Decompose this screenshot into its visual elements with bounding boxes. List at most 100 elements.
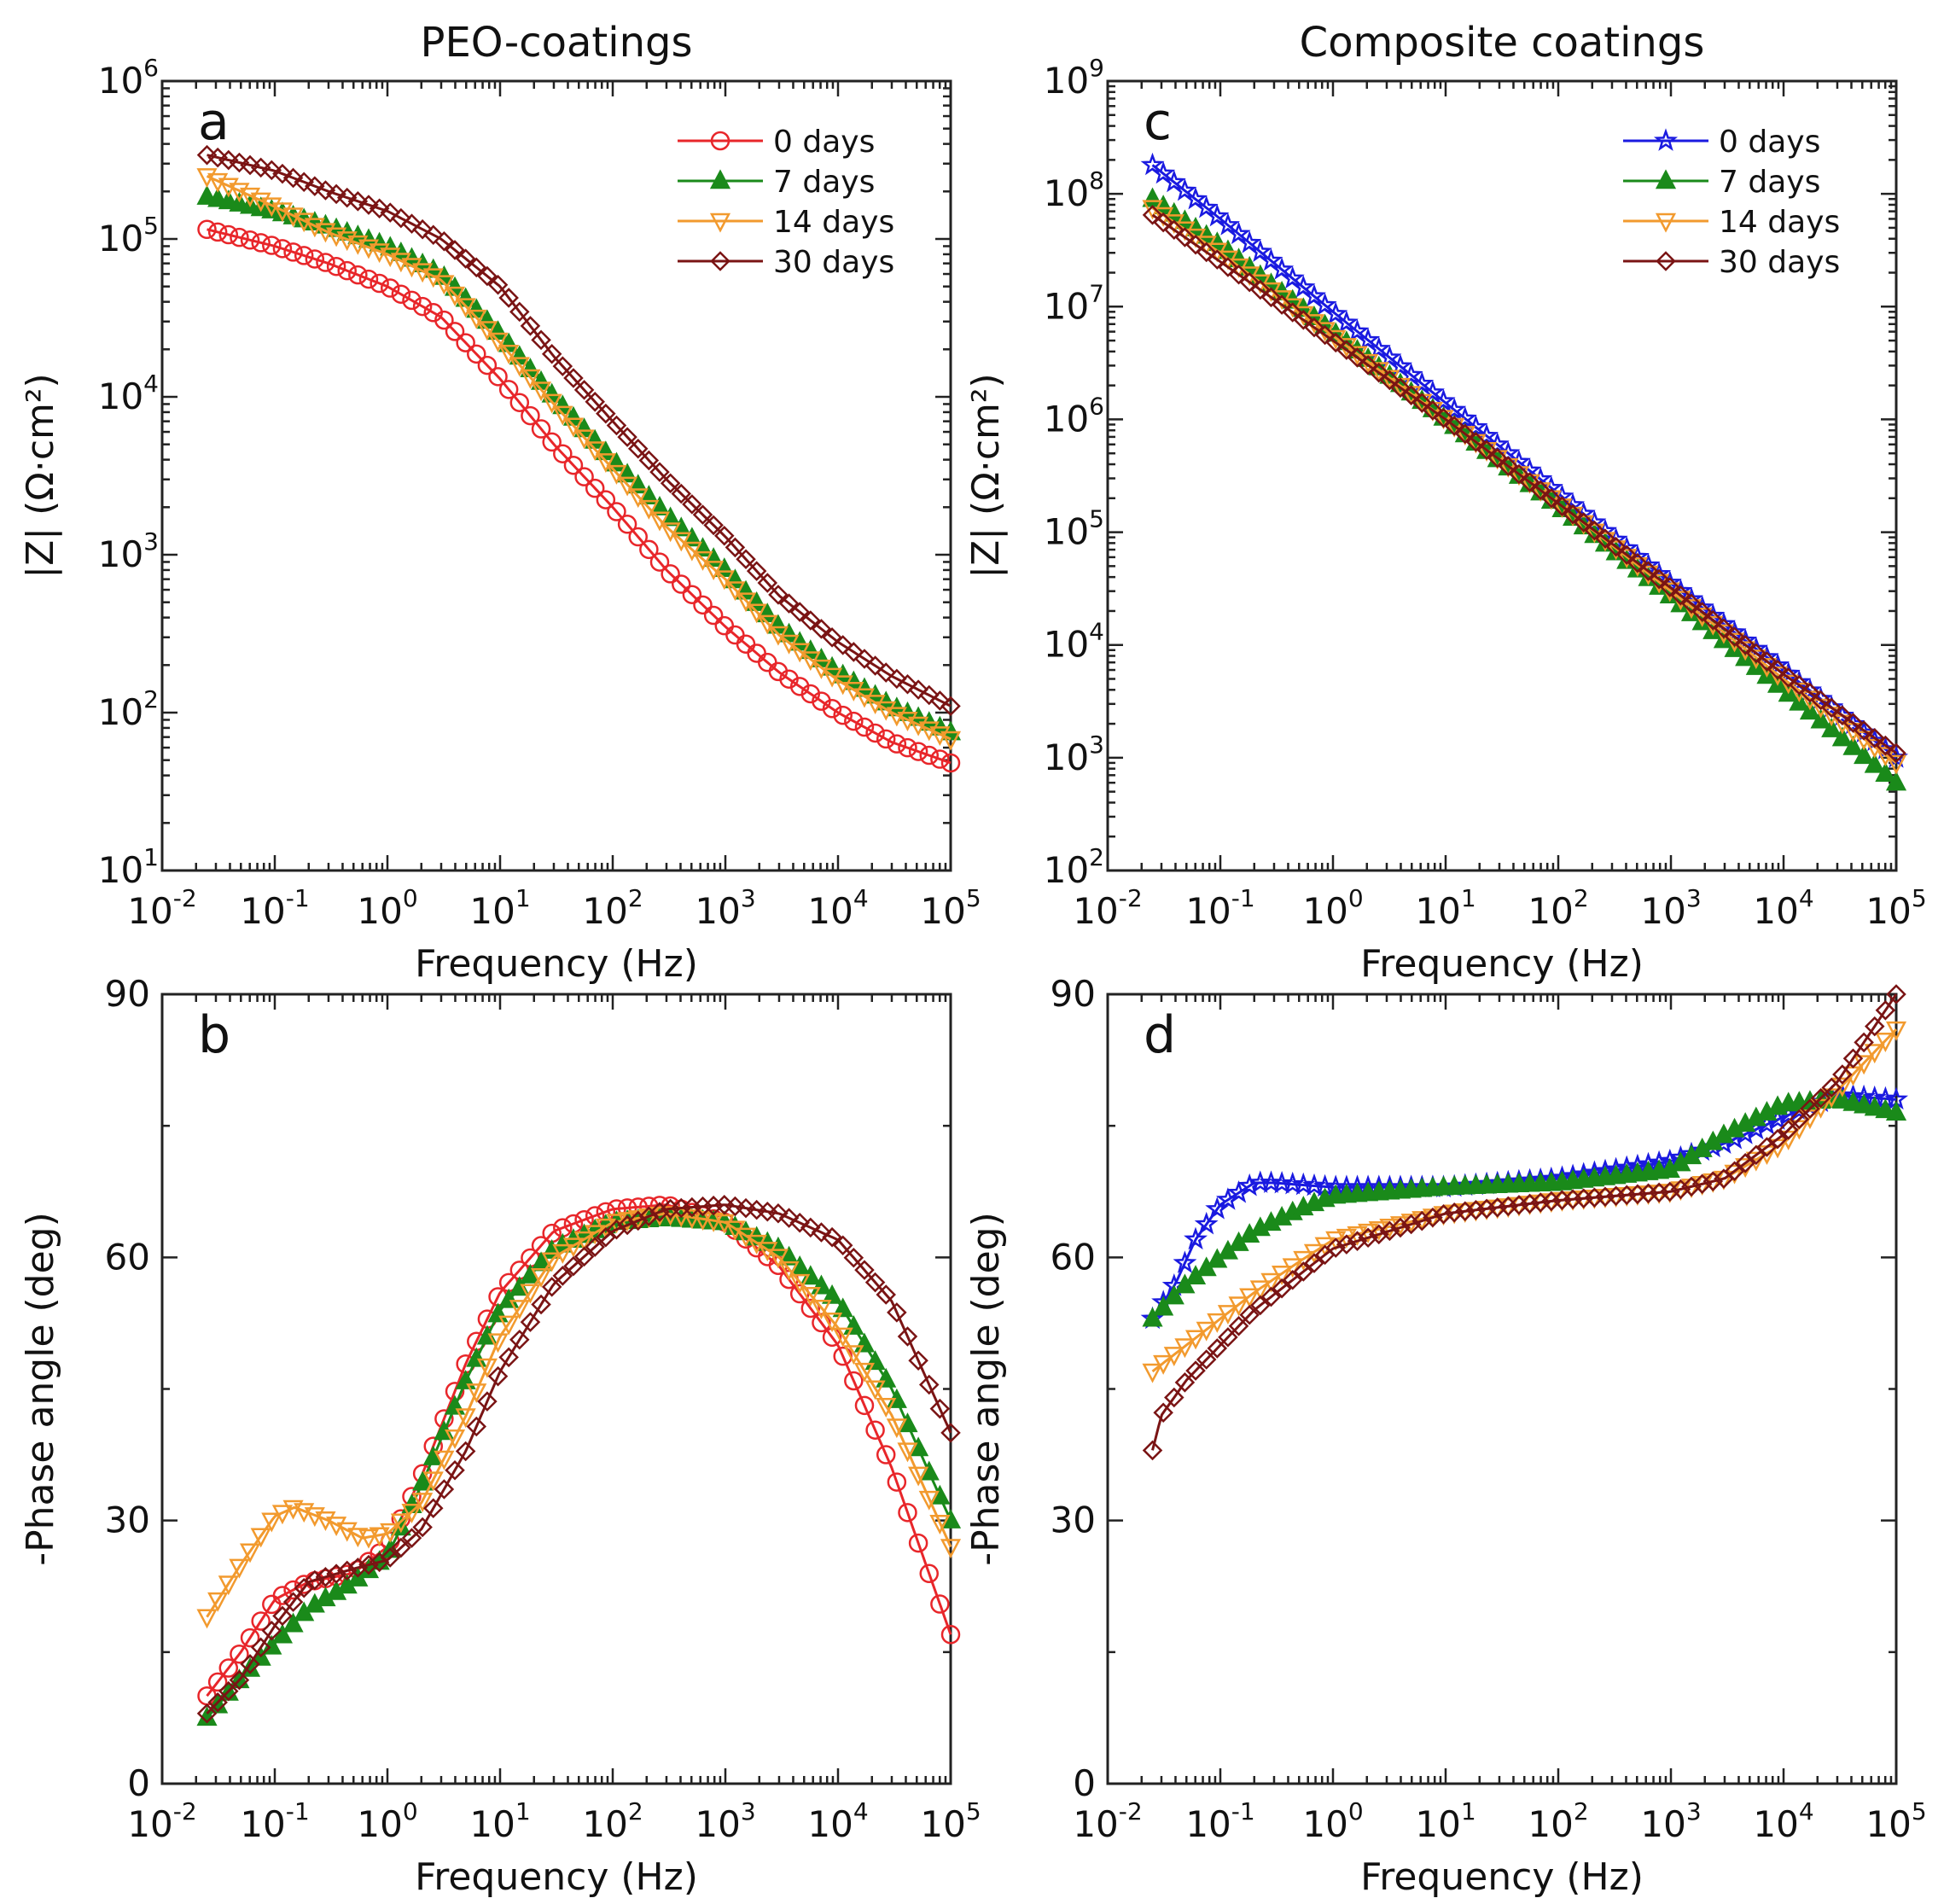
data-point <box>1821 717 1842 737</box>
data-point <box>1293 1261 1314 1282</box>
data-point <box>1142 1363 1163 1383</box>
data-point <box>272 1605 293 1627</box>
panels: 10-2 10-1 100 101 102 103 104 10510110210310410… <box>19 54 1927 1899</box>
data-point <box>1854 1093 1875 1114</box>
data-point <box>639 539 659 560</box>
data-point <box>229 1558 250 1579</box>
data-point <box>1174 1372 1196 1393</box>
data-point <box>521 405 540 426</box>
data-point <box>692 1211 713 1231</box>
data-point <box>822 627 842 648</box>
data-point <box>1498 456 1519 476</box>
data-point <box>401 213 422 234</box>
data-point <box>509 1329 530 1350</box>
data-point <box>1885 754 1907 775</box>
data-point <box>498 380 519 399</box>
x-tick-label: 10-2 <box>1073 1797 1142 1845</box>
data-point <box>336 1560 358 1581</box>
data-point <box>844 711 864 731</box>
data-point <box>1151 160 1176 184</box>
data-point <box>240 1627 260 1648</box>
y-tick-label: 90 <box>105 973 150 1015</box>
data-point <box>1605 536 1627 557</box>
data-point <box>832 1235 853 1256</box>
data-point <box>1379 370 1400 391</box>
x-tick-label: 10-1 <box>240 1797 309 1845</box>
y-tick-label: 60 <box>1051 1236 1096 1278</box>
data-point <box>358 1528 380 1549</box>
data-point <box>725 581 746 602</box>
data-point <box>908 1533 928 1553</box>
x-tick-label: 105 <box>920 1797 981 1845</box>
data-point <box>1444 1202 1464 1223</box>
data-point <box>1228 1316 1249 1336</box>
data-point <box>811 1222 832 1243</box>
data-point <box>207 222 228 242</box>
data-point <box>230 227 249 247</box>
data-point <box>1345 318 1370 342</box>
data-point <box>412 1517 433 1538</box>
data-point <box>272 163 293 184</box>
data-point <box>638 450 660 471</box>
data-point <box>1541 1191 1562 1212</box>
panel-letter: b <box>198 1005 230 1065</box>
data-point <box>250 1637 271 1658</box>
y-ticks <box>1108 993 1896 1785</box>
y-ticks <box>162 993 951 1785</box>
legend-marker <box>1655 213 1677 233</box>
data-point <box>811 1274 832 1295</box>
x-tick-label: 102 <box>582 1797 643 1845</box>
data-point <box>1259 247 1283 271</box>
y-tick-label: 101 <box>98 843 159 891</box>
data-point <box>692 504 713 525</box>
data-point <box>422 1471 444 1492</box>
plot-frame <box>160 79 952 872</box>
series-line <box>206 1212 952 1618</box>
data-point <box>1207 1338 1228 1359</box>
data-point <box>822 1226 842 1248</box>
data-point <box>1194 195 1219 218</box>
data-point <box>402 290 422 311</box>
data-point <box>369 198 390 219</box>
y-tick-label: 108 <box>1044 166 1104 214</box>
x-tick-label: 10-2 <box>1073 884 1142 932</box>
x-tick-label: 10-1 <box>240 884 309 932</box>
x-ticks <box>1106 994 1898 1784</box>
data-point <box>1810 1087 1831 1109</box>
data-point <box>1358 355 1378 376</box>
data-point <box>1153 1296 1174 1316</box>
data-point <box>854 1260 875 1280</box>
y-axis-label: -Phase angle (deg) <box>19 1212 62 1566</box>
data-point <box>1465 432 1487 452</box>
data-point <box>1778 1120 1799 1140</box>
data-point <box>574 467 594 486</box>
data-point <box>530 381 552 402</box>
data-point <box>1519 1193 1540 1214</box>
data-point <box>876 1284 896 1305</box>
x-tick-label: 103 <box>695 884 755 932</box>
plot-frame <box>1106 79 1898 872</box>
data-point <box>1163 1347 1184 1367</box>
legend-label: 14 days <box>1719 205 1840 240</box>
data-point <box>316 253 335 272</box>
x-ticks <box>160 994 952 1784</box>
data-point <box>1411 393 1433 413</box>
data-point <box>1282 1258 1303 1278</box>
x-ticks <box>160 81 952 870</box>
data-point <box>476 1358 498 1378</box>
data-point <box>1444 416 1464 436</box>
data-point <box>725 537 746 558</box>
data-point <box>1465 1200 1487 1220</box>
data-point <box>671 574 691 594</box>
data-point <box>1293 310 1314 330</box>
data-point <box>800 1286 821 1307</box>
data-point <box>1509 1195 1529 1215</box>
data-point <box>714 525 735 546</box>
y-tick-label: 107 <box>1044 279 1104 327</box>
data-point <box>315 180 336 201</box>
data-point <box>1573 512 1594 533</box>
data-point <box>305 1569 325 1591</box>
data-point <box>218 1575 239 1596</box>
legend-label: 30 days <box>773 245 894 280</box>
data-point <box>627 488 649 509</box>
